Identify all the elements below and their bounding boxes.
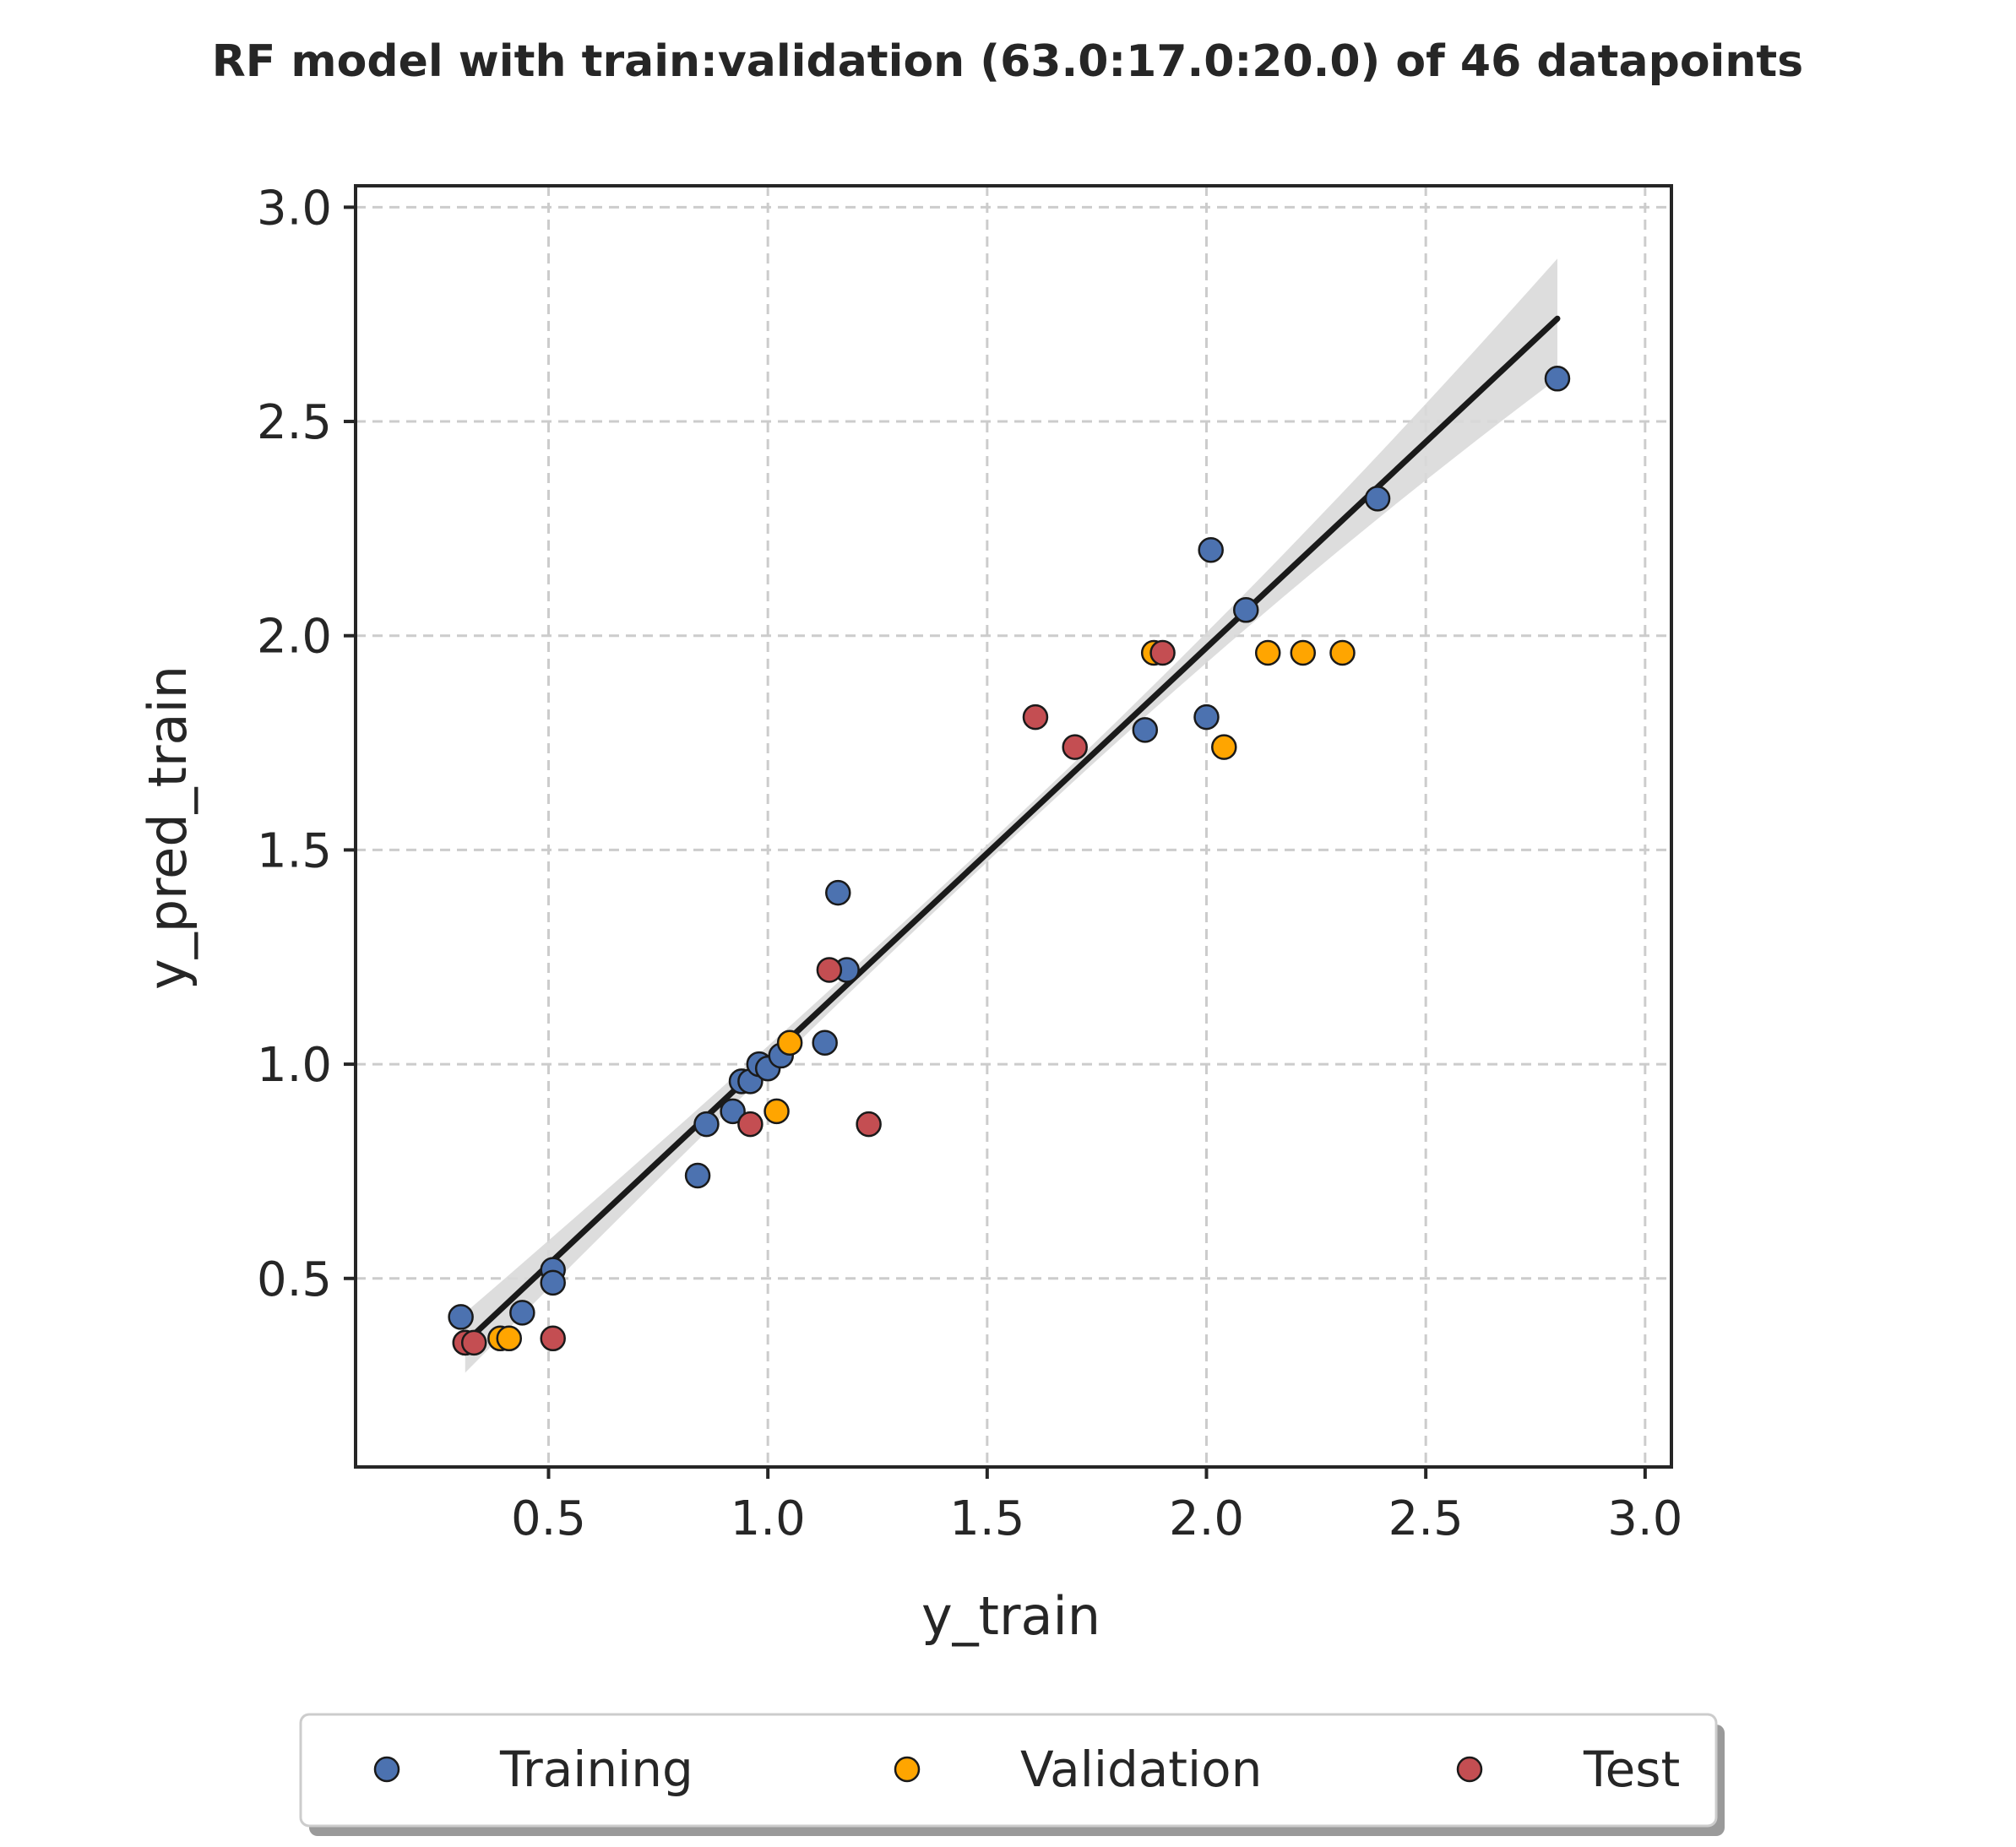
confidence-band [465,258,1557,1373]
data-points [448,366,1571,1356]
data-point [825,879,851,906]
x-tick-label: 1.0 [731,1491,806,1546]
data-point [1022,703,1049,731]
legend-marker-test [1456,1756,1483,1783]
data-point [720,1098,746,1125]
data-point [856,1111,882,1138]
legend-box [299,1713,1718,1828]
x-tick-label: 2.0 [1169,1491,1244,1546]
data-point [1329,639,1356,666]
y-tick-label: 3.0 [257,181,332,236]
data-point [540,1325,566,1352]
x-tick-label: 3.0 [1607,1491,1682,1546]
legend-label-test: Test [1583,1741,1680,1798]
plot-axes [354,184,1673,1469]
plot-frame [354,184,1673,1469]
data-point [1198,537,1224,563]
data-point [509,1300,535,1326]
legend-marker-validation [894,1756,921,1783]
data-point [1232,597,1259,623]
legend-label-validation: Validation [1020,1741,1262,1798]
data-point [540,1269,566,1296]
regression-line [462,315,1561,1346]
y-tick-label: 2.0 [257,610,332,665]
data-point [1290,639,1317,666]
legend: Training Validation Test [299,1713,1725,1836]
axis-ticks: 0.5 1.0 1.5 2.0 2.5 3.0 0.5 1.0 1.5 2.0 2.5 3.0 [257,181,1682,1546]
chart-title: RF model with train:validation (63.0:17.… [212,36,1803,87]
x-tick-label: 1.5 [949,1491,1024,1546]
series-validation [487,639,1356,1352]
data-point [812,1029,838,1056]
data-point [496,1325,523,1352]
data-point [1193,703,1220,731]
data-point [1211,734,1237,760]
data-point [684,1162,711,1189]
y-axis-label: y_pred_train [137,665,198,990]
data-point [776,1029,803,1056]
data-point [448,1304,474,1330]
data-point [816,957,843,983]
data-point [1364,486,1391,512]
data-point [1132,717,1159,743]
data-point [737,1111,763,1138]
y-tick-label: 0.5 [257,1252,332,1307]
legend-label-training: Training [499,1741,693,1798]
x-axis-label: y_train [921,1585,1100,1647]
data-point [763,1098,790,1125]
x-tick-label: 0.5 [511,1491,586,1546]
data-point [460,1329,487,1356]
data-point [1254,639,1281,666]
data-point [1544,366,1571,392]
confidence-band-area [465,258,1557,1373]
data-point [1062,734,1088,760]
y-tick-label: 1.0 [257,1038,332,1093]
legend-marker-training [373,1756,400,1783]
regression-line-group [462,315,1561,1346]
data-point [1149,639,1176,666]
series-test [452,639,1176,1356]
data-point [693,1111,720,1138]
x-tick-label: 2.5 [1388,1491,1464,1546]
y-tick-label: 1.5 [257,823,332,878]
y-tick-label: 2.5 [257,395,332,450]
